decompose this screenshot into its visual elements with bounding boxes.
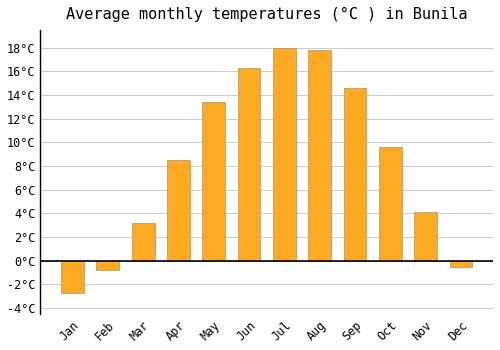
Bar	[202, 102, 225, 261]
Bar	[308, 50, 331, 261]
Bar	[132, 223, 154, 261]
Title: Average monthly temperatures (°C ) in Bunila: Average monthly temperatures (°C ) in Bu…	[66, 7, 468, 22]
Bar	[344, 88, 366, 261]
Bar	[414, 212, 437, 261]
Bar	[238, 68, 260, 261]
Bar	[379, 147, 402, 261]
Bar	[61, 261, 84, 293]
Bar	[167, 160, 190, 261]
Bar	[96, 261, 119, 270]
Bar	[450, 261, 472, 267]
Bar	[273, 48, 296, 261]
